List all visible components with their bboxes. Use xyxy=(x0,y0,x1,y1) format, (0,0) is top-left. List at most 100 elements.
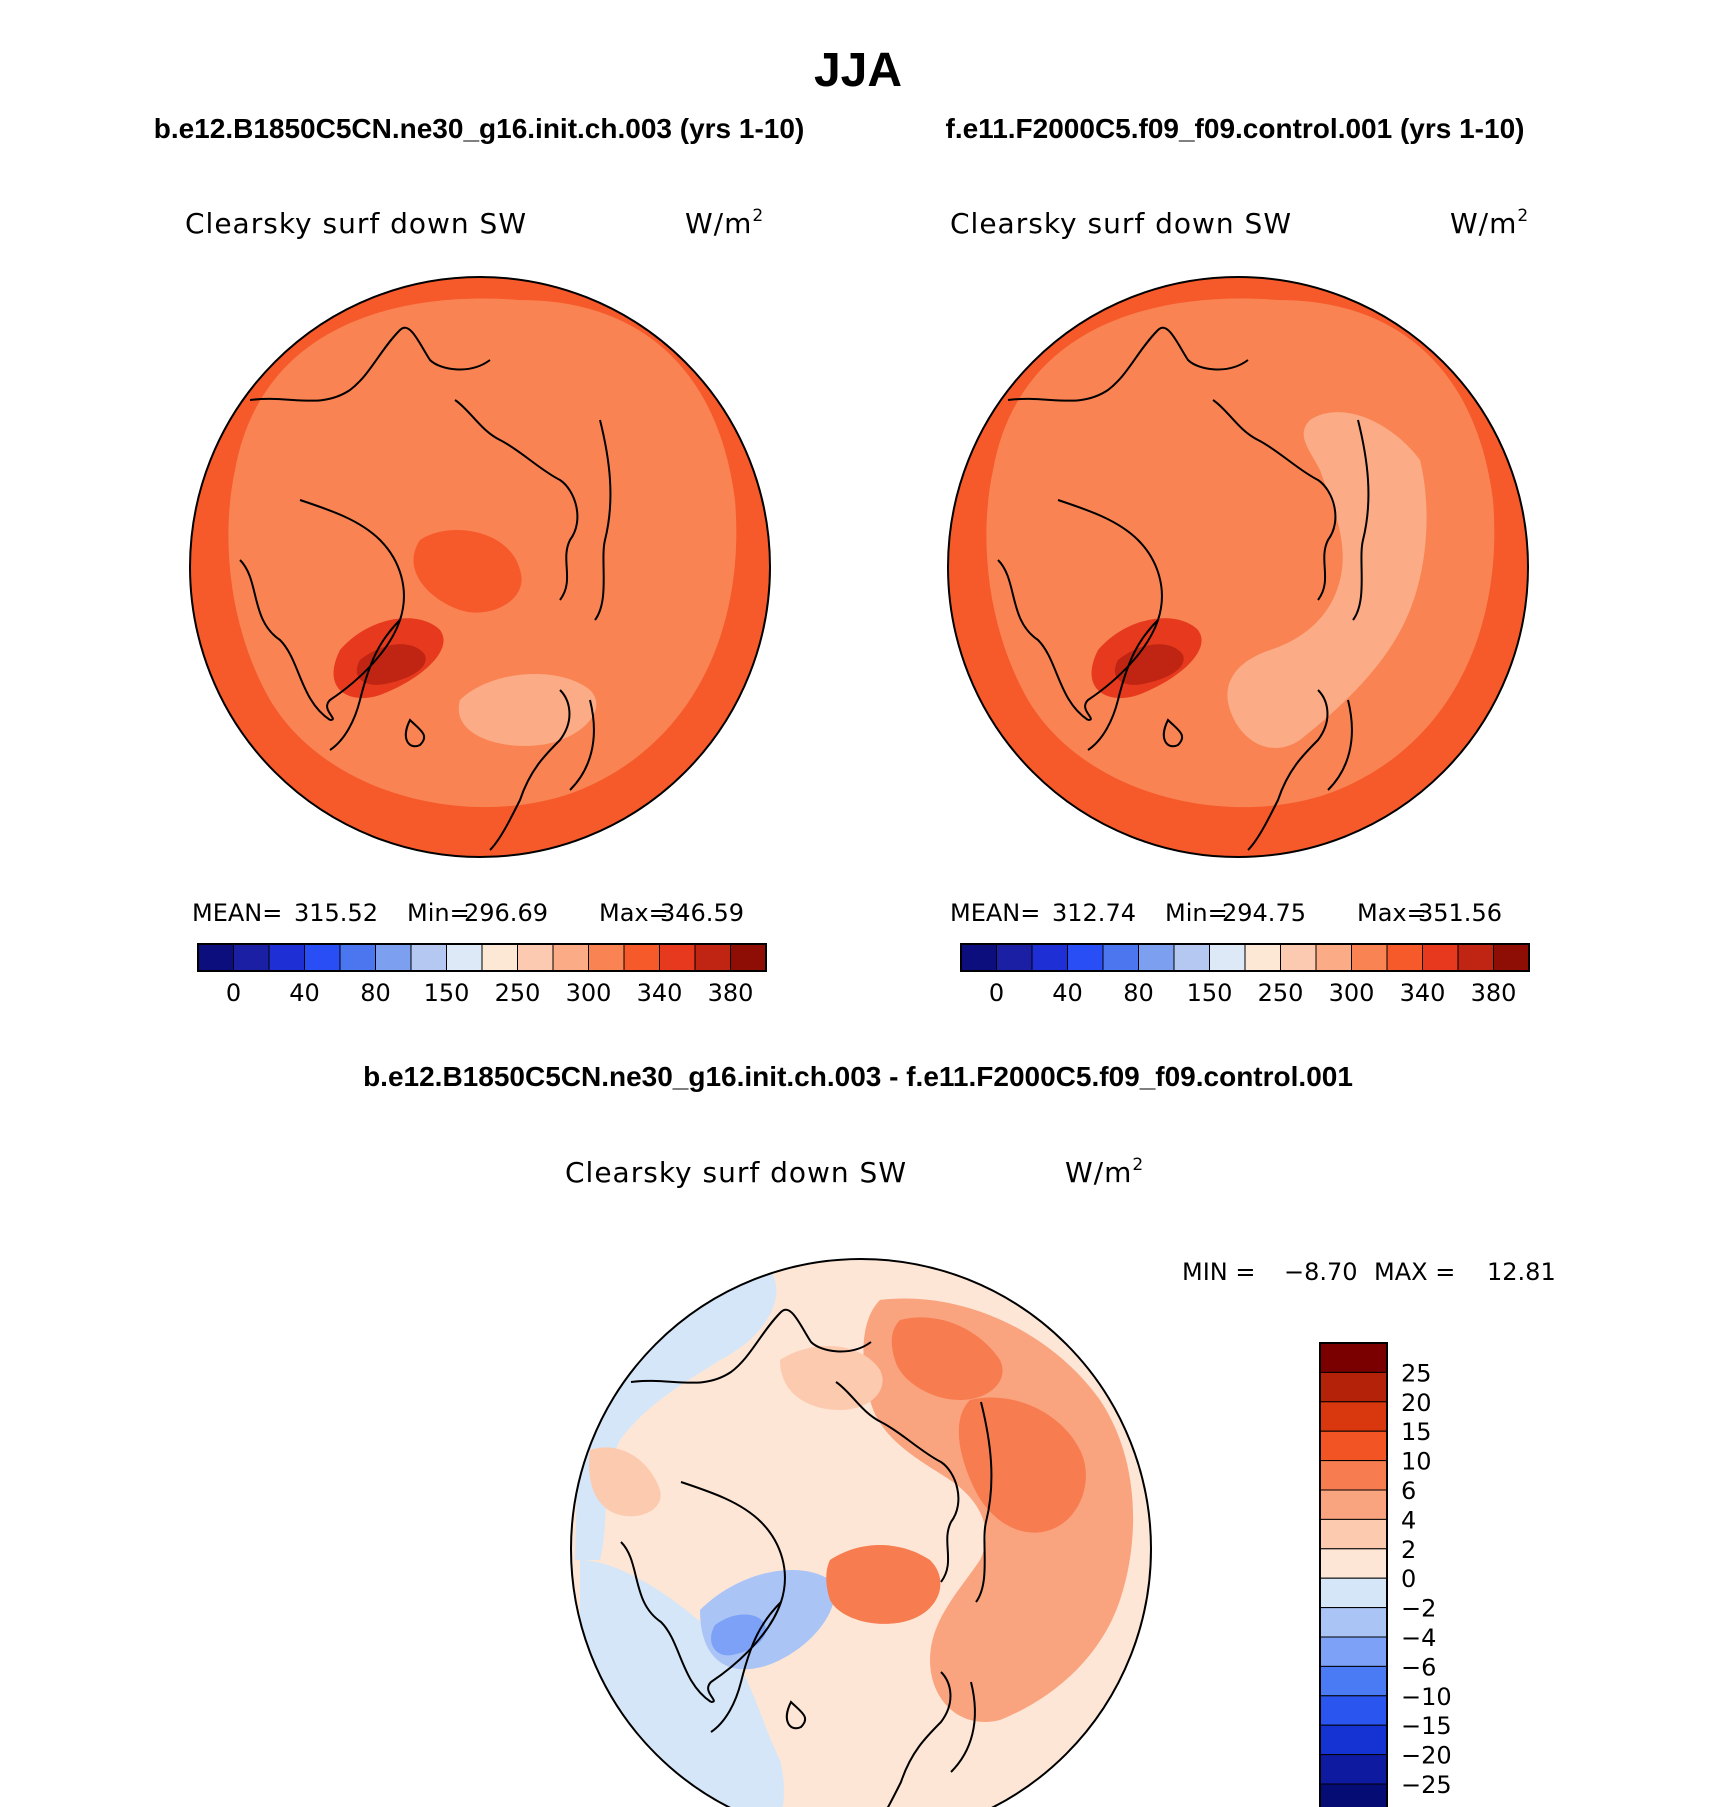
mean-label-right: MEAN= xyxy=(950,899,1040,927)
colorbar-tick-label: 150 xyxy=(424,979,470,1007)
panel-right: Clearsky surf down SW W/m2 MEAN= xyxy=(947,206,1530,1007)
colorbar-swatch xyxy=(1209,943,1246,972)
colorbar-swatch xyxy=(1319,1430,1388,1462)
colorbar-swatch xyxy=(1102,943,1139,972)
min-value-difference: −8.70 xyxy=(1284,1258,1358,1286)
colorbar-tick-label: −20 xyxy=(1401,1742,1452,1770)
colorbar-right: 0 40 80 150 250 300 340 380 xyxy=(960,943,1530,1007)
variable-label-difference: Clearsky surf down SW xyxy=(565,1156,907,1189)
colorbar-swatch xyxy=(1319,1518,1388,1550)
colorbar-swatch xyxy=(659,943,696,972)
colorbar-swatch xyxy=(268,943,305,972)
colorbar-tick-label: 80 xyxy=(1123,979,1154,1007)
map-field-core xyxy=(413,530,522,613)
colorbar-swatch xyxy=(1457,943,1494,972)
colorbar-tick-label: 250 xyxy=(495,979,541,1007)
polar-map-right xyxy=(948,277,1528,857)
colorbar-swatch xyxy=(1319,1577,1388,1609)
colorbar-frame xyxy=(197,943,767,972)
max-label-right: Max= xyxy=(1357,899,1427,927)
map-field-positive-north xyxy=(780,1346,883,1410)
map-field-positive-band xyxy=(826,1545,941,1624)
colorbar-swatch xyxy=(1493,943,1530,972)
min-label-left: Min= xyxy=(407,899,470,927)
map-outline-right xyxy=(947,276,1529,858)
colorbar-tick-label: −25 xyxy=(1401,1771,1452,1799)
min-value-right: 294.75 xyxy=(1222,899,1306,927)
colorbar-tick-label: 300 xyxy=(566,979,612,1007)
colorbar-tick-label: 4 xyxy=(1401,1506,1416,1534)
colorbar-tick-label: −4 xyxy=(1401,1624,1436,1652)
coastlines-difference xyxy=(620,1308,993,1807)
colorbar-tick-label: 0 xyxy=(1401,1565,1416,1593)
colorbar-swatch xyxy=(1315,943,1352,972)
colorbar-swatch xyxy=(410,943,447,972)
case-title-right: f.e11.F2000C5.f09_f09.control.001 (yrs 1… xyxy=(946,113,1525,144)
colorbar-tick-label: 380 xyxy=(708,979,754,1007)
colorbar-swatch xyxy=(552,943,589,972)
colorbar-left: 0 40 80 150 250 300 340 380 xyxy=(197,943,767,1007)
stats-left: MEAN= 315.52 Min= 296.69 Max= 346.59 xyxy=(192,899,744,927)
colorbar-swatch xyxy=(375,943,412,972)
units-label-right: W/m2 xyxy=(1450,206,1529,240)
min-label-difference: MIN = xyxy=(1182,1258,1255,1286)
variable-label-right: Clearsky surf down SW xyxy=(950,207,1292,240)
colorbar-tick-label: 0 xyxy=(989,979,1004,1007)
colorbar-swatch xyxy=(1031,943,1068,972)
colorbar-swatch xyxy=(481,943,518,972)
colorbar-tick-label: 340 xyxy=(1400,979,1446,1007)
colorbar-swatch xyxy=(1067,943,1104,972)
colorbar-swatch xyxy=(1244,943,1281,972)
min-value-left: 296.69 xyxy=(464,899,548,927)
units-label-difference: W/m2 xyxy=(1065,1155,1144,1189)
colorbar-swatch xyxy=(1319,1724,1388,1756)
colorbar-swatch xyxy=(339,943,376,972)
colorbar-tick-label: 20 xyxy=(1401,1389,1432,1417)
colorbar-swatch xyxy=(1319,1607,1388,1638)
colorbar-tick-label: −10 xyxy=(1401,1683,1452,1711)
colorbar-swatch xyxy=(1319,1371,1388,1403)
mean-label-left: MEAN= xyxy=(192,899,282,927)
map-field-greenland-peak xyxy=(1114,644,1184,685)
colorbar-frame xyxy=(1319,1342,1388,1807)
case-title-difference: b.e12.B1850C5CN.ne30_g16.init.ch.003 - f… xyxy=(363,1061,1353,1092)
colorbar-swatch xyxy=(996,943,1033,972)
colorbar-swatch xyxy=(197,943,234,972)
colorbar-swatch xyxy=(1319,1489,1388,1520)
colorbar-swatch xyxy=(1173,943,1210,972)
colorbar-swatch xyxy=(1138,943,1175,972)
colorbar-swatch xyxy=(1422,943,1459,972)
colorbar-swatch xyxy=(1319,1460,1388,1491)
colorbar-tick-label: −6 xyxy=(1401,1653,1436,1681)
colorbar-tick-label: 150 xyxy=(1187,979,1233,1007)
colorbar-tick-label: 15 xyxy=(1401,1418,1432,1446)
case-title-left: b.e12.B1850C5CN.ne30_g16.init.ch.003 (yr… xyxy=(154,113,805,144)
minmax-difference: MIN = −8.70 MAX = 12.81 xyxy=(1182,1258,1556,1286)
colorbar-tick-label: 300 xyxy=(1329,979,1375,1007)
panel-left: Clearsky surf down SW W/m2 MEAN xyxy=(185,206,771,1007)
colorbar-swatch xyxy=(1319,1636,1388,1667)
colorbar-tick-label: 0 xyxy=(226,979,241,1007)
colorbar-swatch xyxy=(694,943,731,972)
polar-map-difference xyxy=(571,1259,1151,1807)
min-label-right: Min= xyxy=(1165,899,1228,927)
colorbar-swatch xyxy=(623,943,660,972)
units-label-left: W/m2 xyxy=(685,206,764,240)
colorbar-swatch xyxy=(1319,1783,1388,1807)
max-label-difference: MAX = xyxy=(1374,1258,1455,1286)
colorbar-tick-label: 25 xyxy=(1401,1359,1432,1387)
map-outline-difference xyxy=(570,1258,1152,1807)
stats-right: MEAN= 312.74 Min= 294.75 Max= 351.56 xyxy=(950,899,1502,927)
colorbar-tick-label: 80 xyxy=(360,979,391,1007)
colorbar-tick-label: −15 xyxy=(1401,1712,1452,1740)
polar-map-left xyxy=(190,277,770,857)
colorbar-swatch xyxy=(1319,1695,1388,1726)
colorbar-swatch xyxy=(1319,1548,1388,1579)
colorbar-tick-label: 40 xyxy=(1052,979,1083,1007)
colorbar-swatch xyxy=(304,943,341,972)
max-value-left: 346.59 xyxy=(660,899,744,927)
mean-value-left: 315.52 xyxy=(294,899,378,927)
map-outline-left xyxy=(189,276,771,858)
